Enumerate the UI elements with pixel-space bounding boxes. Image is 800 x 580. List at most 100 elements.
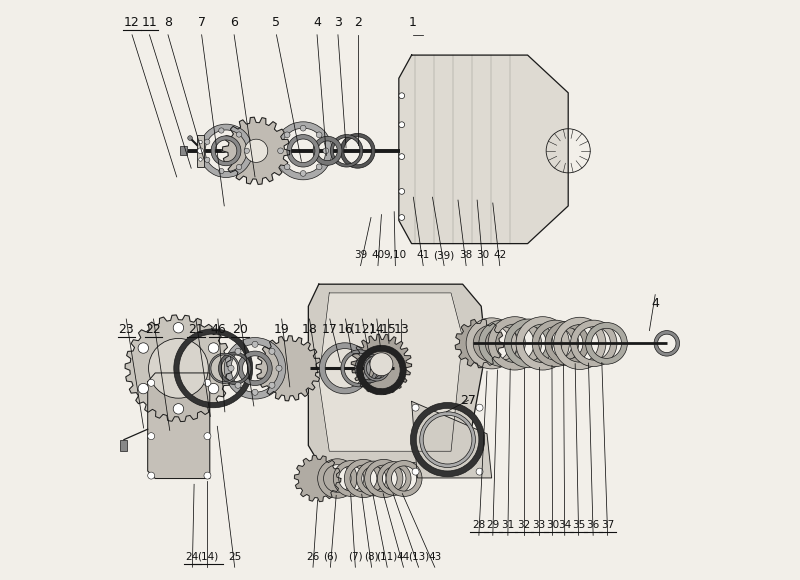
Text: (14): (14) [197,552,218,562]
Circle shape [278,148,283,154]
FancyBboxPatch shape [180,146,187,155]
Circle shape [205,157,210,162]
Circle shape [198,148,203,154]
Circle shape [252,389,258,396]
Text: 38: 38 [459,250,473,260]
Circle shape [149,338,208,398]
Text: 39: 39 [354,250,367,260]
Text: 8: 8 [164,16,172,28]
Circle shape [138,343,149,353]
Circle shape [399,122,405,128]
Circle shape [323,148,329,154]
Text: 2: 2 [354,16,362,28]
Polygon shape [125,315,232,422]
Circle shape [245,139,268,162]
Text: 34: 34 [558,520,571,530]
Text: 28: 28 [472,520,486,530]
Text: 23: 23 [118,323,134,336]
Circle shape [174,404,184,414]
Text: (7): (7) [348,552,362,562]
Text: 20: 20 [232,323,248,336]
Circle shape [204,433,211,440]
Circle shape [316,132,322,137]
Polygon shape [318,293,462,451]
Circle shape [218,128,224,133]
Circle shape [370,353,393,376]
Text: 25: 25 [228,552,242,562]
Circle shape [235,382,241,388]
Text: 15: 15 [381,323,396,336]
Text: (39): (39) [434,250,454,260]
Text: 1: 1 [409,16,417,28]
Text: 24: 24 [186,552,199,562]
Polygon shape [412,401,492,478]
Circle shape [316,164,322,170]
Text: (13): (13) [408,552,429,562]
Circle shape [198,158,202,161]
Circle shape [174,322,184,333]
Text: 19: 19 [274,323,290,336]
Circle shape [208,343,218,353]
Circle shape [198,140,202,144]
Polygon shape [399,55,568,244]
Circle shape [208,383,218,394]
Text: 31: 31 [502,520,514,530]
Circle shape [476,404,483,411]
Circle shape [276,365,282,371]
Text: 4: 4 [651,297,659,310]
Text: 5: 5 [273,16,281,28]
Text: 11: 11 [142,16,158,28]
Circle shape [138,383,149,394]
Circle shape [269,382,275,388]
Text: 37: 37 [601,520,614,530]
Text: 3: 3 [334,16,342,28]
Text: 27: 27 [461,394,476,407]
Circle shape [205,139,210,144]
FancyBboxPatch shape [121,440,127,451]
Text: 26: 26 [306,552,320,562]
Circle shape [148,433,154,440]
Text: 14: 14 [369,323,385,336]
Circle shape [399,93,405,99]
Text: 40: 40 [371,250,385,260]
Circle shape [476,468,483,475]
Circle shape [204,472,211,479]
Circle shape [188,136,192,140]
Circle shape [252,341,258,347]
Text: 36: 36 [586,520,600,530]
Text: 17: 17 [322,323,338,336]
Polygon shape [455,319,504,368]
Circle shape [204,379,211,386]
Text: (6): (6) [323,552,338,562]
Circle shape [148,379,154,386]
Text: 41: 41 [417,250,430,260]
Circle shape [148,472,154,479]
Polygon shape [308,284,486,463]
Polygon shape [148,373,210,478]
Text: 4: 4 [313,16,321,28]
Text: (8): (8) [364,552,379,562]
Text: 6: 6 [230,16,238,28]
Circle shape [269,349,275,354]
Circle shape [284,132,290,137]
Text: 16: 16 [338,323,354,336]
Text: 30: 30 [476,250,490,260]
Text: 32: 32 [518,520,530,530]
Text: 18: 18 [302,323,318,336]
Text: 43: 43 [428,552,442,562]
Text: 12: 12 [124,16,140,28]
Text: 21: 21 [188,323,204,336]
Text: 30: 30 [546,520,559,530]
Text: 42: 42 [493,250,506,260]
Circle shape [236,132,242,137]
Circle shape [300,125,306,131]
Text: 44: 44 [397,552,410,562]
Circle shape [244,148,250,154]
Text: 29: 29 [486,520,499,530]
FancyBboxPatch shape [197,135,204,167]
Text: (12): (12) [350,323,375,336]
Circle shape [300,171,306,176]
Circle shape [228,365,234,371]
Polygon shape [351,334,412,394]
Text: 46: 46 [210,323,226,336]
